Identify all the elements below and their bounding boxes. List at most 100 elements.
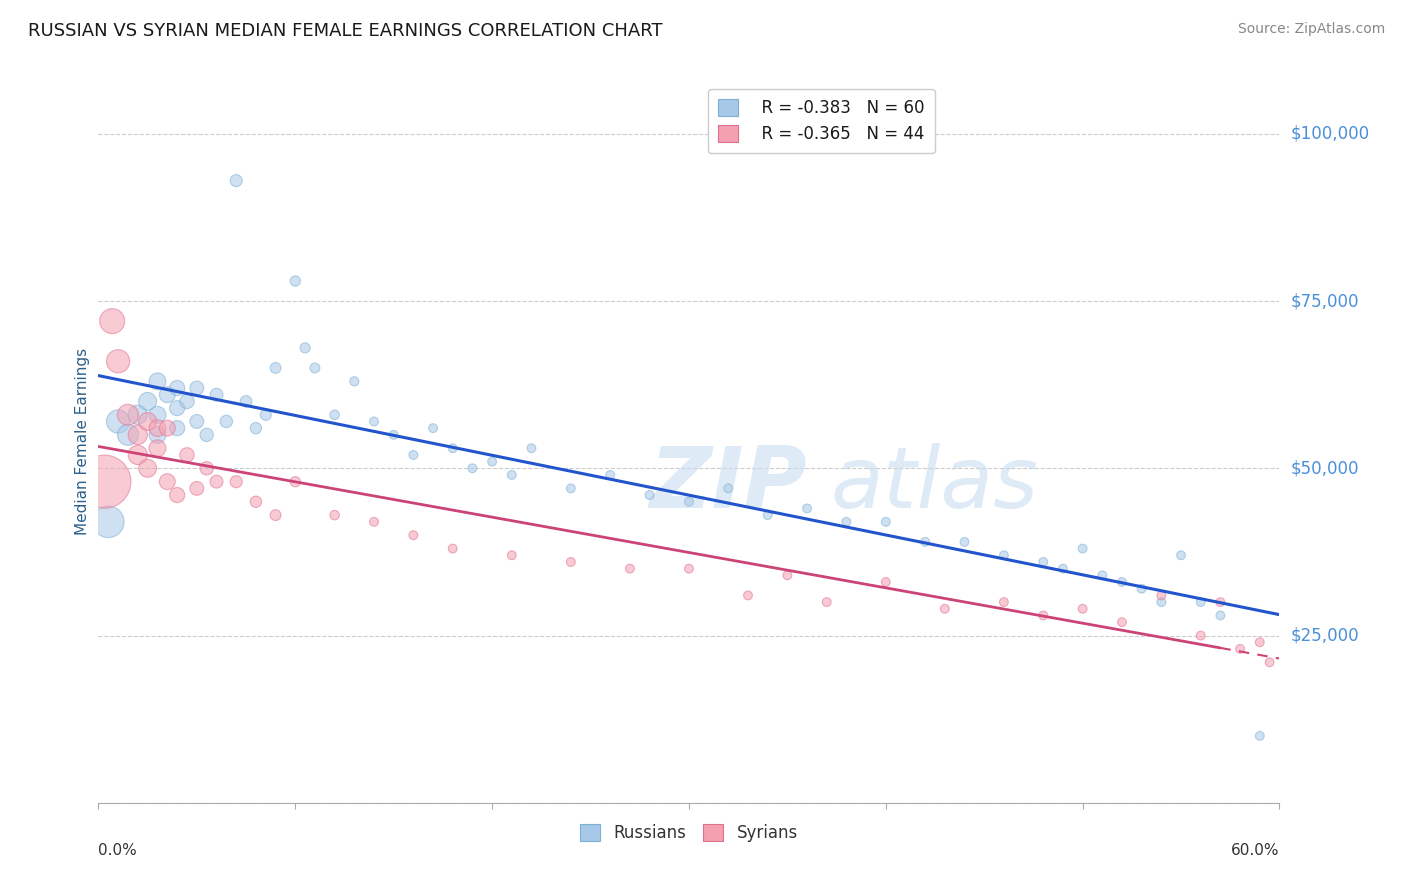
Point [186,414,208,428]
Point [245,421,267,435]
Point [678,562,700,576]
Point [117,408,139,422]
Point [402,448,425,462]
Point [235,394,257,409]
Point [796,501,818,516]
Point [127,408,149,422]
Point [1229,642,1251,657]
Point [363,414,385,428]
Point [323,408,346,422]
Legend: Russians, Syrians: Russians, Syrians [574,817,804,848]
Point [264,508,287,523]
Point [461,461,484,475]
Point [402,528,425,542]
Point [205,475,228,489]
Point [146,427,169,442]
Point [127,448,149,462]
Point [254,408,277,422]
Text: atlas: atlas [831,443,1039,526]
Point [225,173,247,188]
Point [1249,635,1271,649]
Point [136,461,159,475]
Point [1032,608,1054,623]
Point [1111,615,1133,630]
Point [678,494,700,508]
Point [166,421,188,435]
Point [117,427,139,442]
Text: $100,000: $100,000 [1291,125,1369,143]
Text: Source: ZipAtlas.com: Source: ZipAtlas.com [1237,22,1385,37]
Point [619,562,641,576]
Point [934,602,956,616]
Point [1150,595,1173,609]
Point [737,589,759,603]
Point [441,541,464,556]
Y-axis label: Median Female Earnings: Median Female Earnings [75,348,90,535]
Point [1170,548,1192,563]
Point [1071,541,1094,556]
Text: 0.0%: 0.0% [98,843,138,857]
Point [481,454,503,469]
Point [875,575,897,590]
Text: 60.0%: 60.0% [1232,843,1279,857]
Point [93,475,115,489]
Point [1111,575,1133,590]
Point [1150,589,1173,603]
Point [146,421,169,435]
Point [835,515,858,529]
Text: $25,000: $25,000 [1291,626,1360,645]
Point [225,475,247,489]
Point [136,414,159,428]
Point [560,555,582,569]
Point [717,482,740,496]
Point [284,274,307,288]
Point [215,414,238,428]
Point [1209,595,1232,609]
Point [107,414,129,428]
Point [382,427,405,442]
Point [501,548,523,563]
Point [560,482,582,496]
Point [156,387,179,401]
Text: $50,000: $50,000 [1291,459,1360,477]
Point [1189,628,1212,642]
Point [599,467,621,482]
Text: $75,000: $75,000 [1291,292,1360,310]
Point [993,595,1015,609]
Point [186,381,208,395]
Point [284,475,307,489]
Point [441,441,464,455]
Point [1189,595,1212,609]
Point [304,361,326,376]
Point [127,427,149,442]
Text: ZIP: ZIP [650,443,807,526]
Point [156,475,179,489]
Point [195,427,218,442]
Point [146,375,169,389]
Point [186,482,208,496]
Point [1258,655,1281,669]
Point [1130,582,1153,596]
Text: RUSSIAN VS SYRIAN MEDIAN FEMALE EARNINGS CORRELATION CHART: RUSSIAN VS SYRIAN MEDIAN FEMALE EARNINGS… [28,22,662,40]
Point [166,381,188,395]
Point [176,448,198,462]
Point [756,508,779,523]
Point [136,394,159,409]
Point [176,394,198,409]
Point [166,488,188,502]
Point [107,354,129,368]
Point [245,494,267,508]
Point [101,314,124,328]
Point [363,515,385,529]
Point [993,548,1015,563]
Point [1071,602,1094,616]
Point [1091,568,1114,582]
Point [195,461,218,475]
Point [875,515,897,529]
Point [1249,729,1271,743]
Point [323,508,346,523]
Point [953,534,976,549]
Point [294,341,316,355]
Point [638,488,661,502]
Point [1209,608,1232,623]
